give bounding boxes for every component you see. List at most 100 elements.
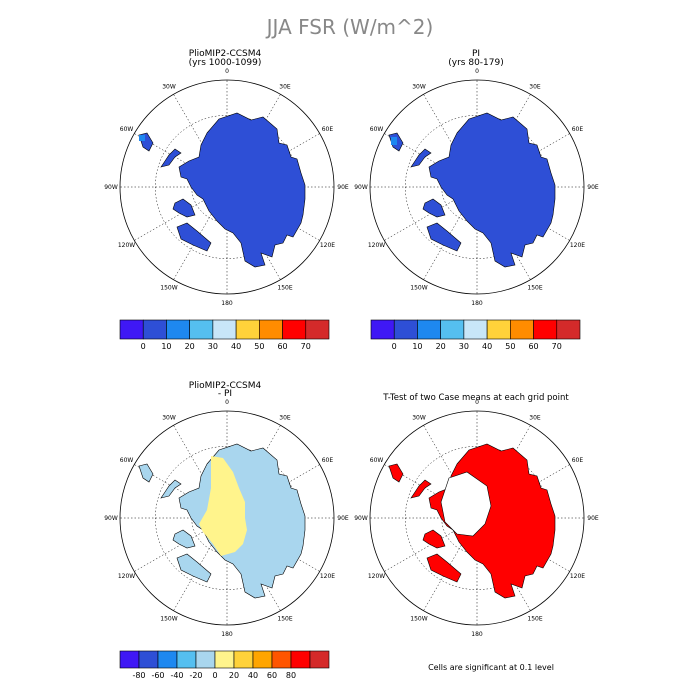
colorbar-tick-label: -20: [189, 671, 202, 680]
map-pliomip2-ccsm4: 0 30E 60E 90E 120E 150E 180 150W 120W 90W 60W 30W: [104, 68, 349, 307]
colorbar-swatch: [533, 319, 558, 340]
longitude-label: 90E: [337, 515, 349, 522]
colorbar-tick-label: 60: [528, 342, 538, 351]
colorbar-tick-label: 0: [212, 671, 217, 680]
colorbar-tick-label: 50: [254, 342, 264, 351]
colorbar-swatch: [556, 319, 581, 340]
land-fill: [178, 112, 306, 268]
longitude-label: 90E: [337, 184, 349, 191]
longitude-label: 30W: [412, 84, 426, 91]
colorbar-swatch: [119, 650, 140, 669]
panel-1-title: PlioMIP2-CCSM4: [189, 49, 262, 59]
longitude-label: 30E: [529, 84, 541, 91]
colorbar-tick-label: 60: [267, 671, 277, 680]
colorbar-swatch: [440, 319, 465, 340]
colorbar-tick-label: -80: [132, 671, 145, 680]
land-fill-island: [160, 479, 182, 499]
longitude-label: 180: [221, 300, 233, 307]
colorbar-swatch: [142, 319, 167, 340]
colorbar-absolute-left: 0 10 20 30 40 50 60 70: [119, 319, 330, 351]
colorbar-tick-label: 20: [229, 671, 239, 680]
longitude-label: 30W: [412, 415, 426, 422]
longitude-label: 90E: [587, 184, 599, 191]
land-fill-island: [176, 553, 212, 583]
longitude-label: 60E: [572, 457, 584, 464]
longitude-label: 120E: [320, 242, 335, 249]
land-fill: [428, 112, 556, 268]
longitude-label: 150E: [527, 615, 542, 622]
colorbar-swatch: [290, 650, 311, 669]
land-fill-island: [172, 198, 196, 218]
colorbar-swatch: [157, 650, 178, 669]
colorbar-swatch: [271, 650, 292, 669]
longitude-label: 60E: [322, 457, 334, 464]
longitude-label: 120W: [118, 242, 135, 249]
land-fill-island: [138, 463, 154, 483]
colorbar-swatch: [370, 319, 395, 340]
colorbar-tick-label: 80: [286, 671, 296, 680]
longitude-label: 30E: [529, 415, 541, 422]
colorbar-swatch: [119, 319, 144, 340]
longitude-label: 0: [225, 68, 229, 75]
longitude-label: 30W: [162, 415, 176, 422]
colorbar-swatch: [510, 319, 534, 340]
longitude-label: 90W: [354, 184, 368, 191]
peninsula-cell: [139, 135, 145, 141]
longitude-label: 180: [471, 631, 483, 638]
colorbar-tick-label: 0: [141, 342, 146, 351]
panel-2-title: PI: [472, 49, 480, 59]
interior-positive-anomaly: [199, 456, 247, 556]
colorbar-swatch: [166, 319, 190, 340]
land-fill-island: [176, 222, 212, 252]
colorbar-swatch: [233, 650, 254, 669]
colorbar-tick-label: 40: [482, 342, 492, 351]
longitude-label: 60E: [322, 126, 334, 133]
longitude-label: 150W: [410, 284, 427, 291]
colorbar-tick-label: 40: [248, 671, 258, 680]
colorbar-tick-label: 40: [231, 342, 241, 351]
significant-cells-island: [410, 479, 432, 499]
colorbar-swatch: [309, 650, 330, 669]
longitude-label: 60W: [120, 457, 134, 464]
significant-cells-island: [426, 553, 462, 583]
longitude-label: 120W: [368, 573, 385, 580]
longitude-label: 180: [221, 631, 233, 638]
longitude-label: 180: [471, 300, 483, 307]
longitude-label: 120W: [368, 242, 385, 249]
land-fill-island: [426, 222, 462, 252]
colorbar-tick-label: 0: [392, 342, 397, 351]
significant-cells-island: [422, 529, 446, 549]
colorbar-swatch: [212, 319, 237, 340]
map-ttest: 0 30E 60E 90E 120E 150E 180 150W 120W 90W 60W 30W: [354, 399, 599, 638]
longitude-label: 30E: [279, 415, 291, 422]
figure-title: JJA FSR (W/m^2): [265, 15, 434, 39]
longitude-label: 120E: [570, 242, 585, 249]
colorbar-swatch: [463, 319, 488, 340]
colorbar-tick-label: 10: [161, 342, 171, 351]
longitude-label: 150E: [527, 284, 542, 291]
colorbar-tick-label: 70: [301, 342, 311, 351]
colorbar-tick-label: 20: [436, 342, 446, 351]
longitude-label: 90E: [587, 515, 599, 522]
panel-3-subtitle: - PI: [218, 389, 232, 399]
land-fill-island: [172, 529, 196, 549]
non-significant-area: [440, 471, 492, 537]
colorbar-swatch: [259, 319, 283, 340]
colorbar-tick-label: -60: [151, 671, 164, 680]
map-boundary: [119, 79, 335, 295]
colorbar-tick-label: 20: [185, 342, 195, 351]
colorbar-swatch: [486, 319, 511, 340]
colorbar-swatch: [195, 650, 216, 669]
colorbar-swatch: [235, 319, 260, 340]
longitude-label: 60W: [120, 126, 134, 133]
colorbar-swatch: [305, 319, 330, 340]
longitude-label: 150W: [160, 284, 177, 291]
longitude-label: 90W: [104, 184, 118, 191]
colorbar-tick-label: 30: [208, 342, 218, 351]
colorbar-tick-label: 60: [277, 342, 287, 351]
longitude-label: 30W: [162, 84, 176, 91]
panel-2-subtitle: (yrs 80-179): [448, 58, 503, 68]
longitude-label: 60E: [572, 126, 584, 133]
colorbar-tick-label: -40: [170, 671, 183, 680]
colorbar-swatch: [417, 319, 441, 340]
